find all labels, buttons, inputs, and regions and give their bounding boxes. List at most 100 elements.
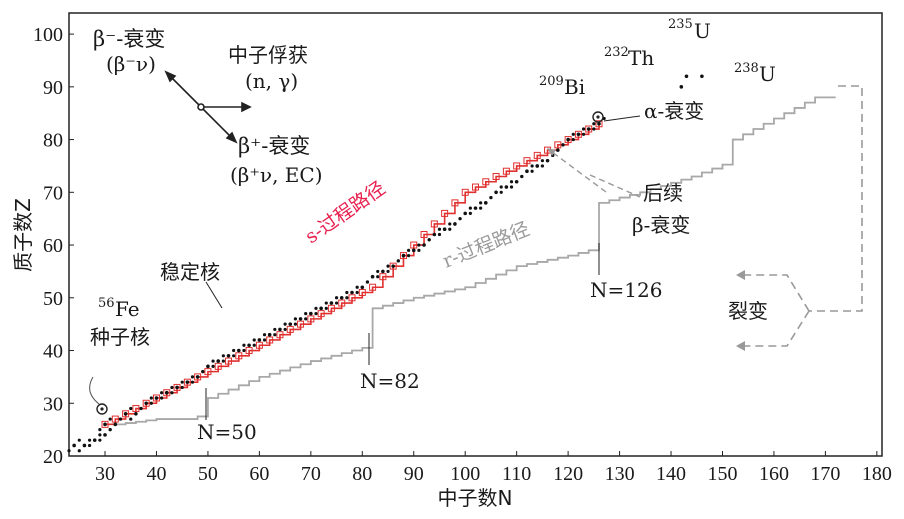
y-tick-label: 80 [43, 130, 63, 152]
y-tick-label: 90 [43, 77, 63, 99]
stable-nucleus-dot [232, 354, 236, 358]
subsequent-decay-leader [589, 174, 641, 198]
stable-nucleus-dot [525, 169, 529, 174]
s-process-node [513, 162, 521, 170]
stable-nucleus-dot [103, 422, 107, 427]
s-process-node [441, 209, 449, 217]
stable-nucleus-dot [350, 290, 354, 295]
s-process-node [595, 120, 603, 128]
label-s-process: s-过程路径 [301, 177, 389, 248]
stable-nucleus-dot [221, 359, 225, 363]
label-n-gamma: (n, γ) [245, 69, 298, 93]
stable-nucleus-dot [309, 311, 313, 316]
stable-nucleus-dot [185, 380, 190, 384]
stable-nucleus-dot [381, 269, 385, 274]
fission-loop [809, 85, 863, 312]
stable-nucleus-dot [103, 433, 107, 437]
label-th232-mass: 232 [604, 45, 629, 60]
fe56-marker [96, 403, 108, 415]
x-tick-label: 130 [605, 463, 635, 485]
stable-nucleus-dot [190, 375, 195, 379]
stable-nucleus-dot [262, 338, 267, 342]
key-origin [197, 103, 205, 111]
stable-nucleus-dot [376, 269, 380, 274]
s-process-node [235, 352, 243, 360]
stable-nucleus-dot [448, 222, 452, 226]
stable-nucleus-dot [267, 332, 272, 337]
stable-nucleus-dot [98, 428, 102, 432]
s-process-node [523, 157, 531, 165]
stable-nucleus-dot [571, 132, 575, 136]
stable-nucleus-dot [504, 185, 509, 189]
stable-nucleus-dot [123, 412, 128, 416]
s-process-node [482, 178, 490, 186]
stable-nucleus-dot [530, 169, 534, 173]
stable-nucleus-dot [206, 364, 210, 369]
s-process-node [379, 273, 387, 281]
stable-nucleus-dot [427, 238, 431, 242]
stable-nucleus-dot [334, 296, 339, 300]
stable-nucleus-dot [396, 259, 400, 263]
stable-nucleus-dot [556, 148, 560, 152]
stable-nucleus-dot [221, 354, 225, 358]
x-tick-label: 30 [95, 463, 115, 485]
stable-nucleus-dot [298, 317, 303, 321]
s-process-node [214, 362, 222, 370]
stable-nucleus-dot [684, 74, 689, 79]
stable-nucleus-dot [494, 190, 498, 195]
s-process-node [554, 141, 562, 149]
label-alpha-decay: α-衰变 [644, 99, 704, 123]
stable-nucleus-dot [72, 443, 76, 448]
s-process-node [502, 167, 510, 175]
stable-nucleus-dot [597, 121, 601, 126]
beta-minus-arrowhead [164, 70, 177, 83]
label-stable-nuclei: 稳定核 [160, 260, 220, 284]
stable-nucleus-dot [195, 375, 200, 379]
s-process-node [472, 183, 479, 191]
stable-nucleus-dot [118, 417, 123, 421]
label-beta-minus-nu: (β⁻ν) [106, 52, 156, 76]
r-process-path [115, 96, 836, 426]
y-tick-label: 70 [43, 182, 63, 204]
stable-nucleus-dot [535, 164, 540, 168]
label-n82: N=82 [360, 369, 420, 393]
label-th232-symbol: Th [628, 46, 654, 70]
s-process-node [163, 389, 171, 397]
fe56-leader [89, 376, 100, 405]
stable-nucleus-dot [561, 143, 565, 147]
plot-frame [68, 12, 883, 457]
bi209-marker [592, 111, 604, 123]
stable-nucleus-dot [581, 127, 586, 131]
subsequent-decay-arrow [551, 151, 607, 193]
stable-nucleus-dot [288, 322, 293, 326]
stable-nucleus-dot [679, 85, 684, 89]
stable-nucleus-dot [592, 127, 596, 131]
stable-nucleus-dot [160, 391, 164, 395]
s-process-node [297, 320, 305, 328]
label-fe56-mass: 56 [98, 296, 115, 311]
stable-nucleus-dot [113, 422, 118, 427]
stable-nucleus-dot [571, 137, 575, 142]
s-process-node [461, 188, 469, 196]
stable-nucleus-dot [257, 338, 262, 342]
stable-nucleus-dot [242, 343, 246, 347]
stable-nuclei-leader [205, 281, 223, 309]
s-process-node [410, 241, 418, 249]
stable-nucleus-dot [87, 438, 92, 442]
stable-nucleus-dot [293, 322, 298, 326]
stable-nucleus-dot [386, 269, 390, 274]
beta-plus-arrowhead [225, 131, 238, 144]
stable-nucleus-dot [180, 385, 184, 390]
stable-nucleus-dot [407, 248, 411, 252]
fission-arrows [743, 85, 863, 347]
stable-nucleus-dot [581, 132, 586, 136]
stable-nucleus-dot [386, 264, 390, 268]
label-bi209-mass: 209 [539, 74, 564, 89]
stable-nucleus-dot [468, 211, 472, 216]
stable-nucleus-dot [108, 417, 112, 421]
y-tick-label: 20 [43, 446, 63, 468]
stable-nucleus-dot [576, 132, 581, 137]
label-subsequent: 后续 [643, 181, 683, 205]
s-process-node [276, 331, 284, 339]
